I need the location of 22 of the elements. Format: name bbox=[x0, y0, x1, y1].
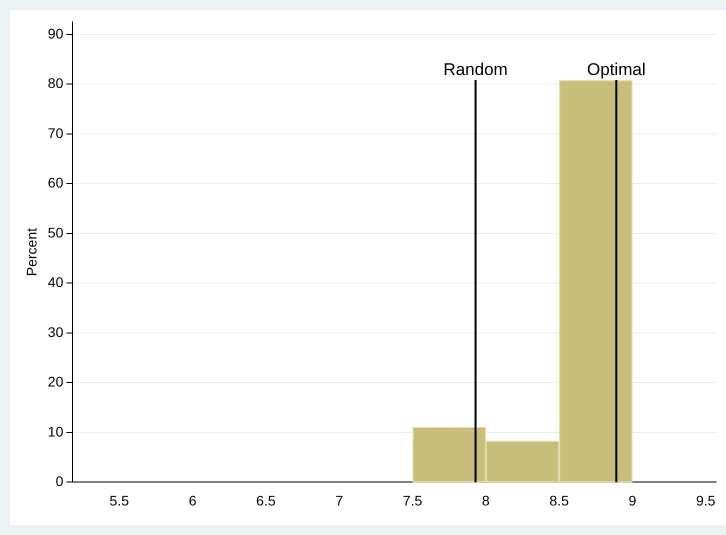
y-tick-label: 20 bbox=[48, 374, 64, 390]
y-tick-label: 30 bbox=[48, 324, 64, 340]
x-tick-label: 5.5 bbox=[110, 492, 130, 508]
x-tick-label: 9.5 bbox=[696, 492, 716, 508]
y-tick-label: 50 bbox=[48, 224, 64, 240]
x-tick-label: 9 bbox=[628, 492, 637, 508]
x-tick-label: 8 bbox=[482, 492, 490, 508]
ref-line-label: Random bbox=[443, 60, 508, 80]
x-tick-label: 7.5 bbox=[402, 492, 422, 508]
y-tick-label: 40 bbox=[48, 274, 64, 290]
y-axis-title: Percent bbox=[23, 228, 40, 276]
y-tick-label: 0 bbox=[56, 473, 64, 490]
x-tick-label: 6 bbox=[188, 492, 197, 508]
y-tick-label: 60 bbox=[48, 174, 64, 191]
x-tick-label: 8.5 bbox=[549, 492, 570, 508]
y-tick-label: 10 bbox=[48, 423, 64, 440]
y-tick-label: 70 bbox=[48, 124, 64, 141]
y-tick-label: 90 bbox=[48, 25, 64, 42]
y-tick-label: 80 bbox=[48, 75, 64, 92]
ref-line-label: Optimal bbox=[587, 60, 646, 80]
x-tick-label: 6.5 bbox=[256, 492, 276, 508]
x-tick-label: 7 bbox=[335, 492, 344, 508]
